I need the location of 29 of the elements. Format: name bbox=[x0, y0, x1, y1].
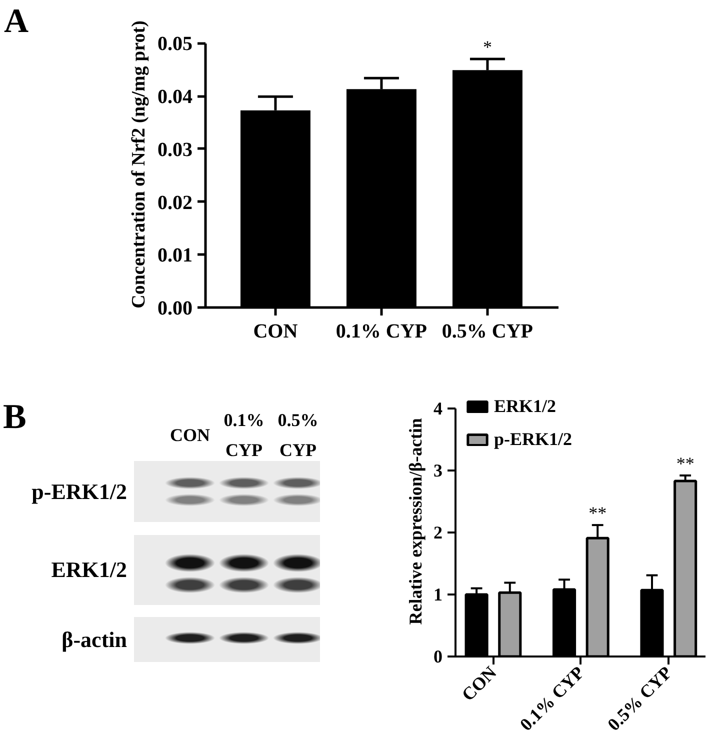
y-tick-label: 4 bbox=[434, 398, 442, 418]
category-label: ERK1/2 bbox=[51, 557, 127, 582]
y-tick-label: 0.03 bbox=[158, 138, 192, 161]
y-axis-title: Relative expression/β-actin bbox=[406, 418, 426, 625]
x-tick-label: 0.5% CYP bbox=[442, 320, 534, 342]
y-tick-label: 2 bbox=[434, 522, 442, 542]
y-tick-label: 0.04 bbox=[158, 86, 192, 108]
annotation: * bbox=[482, 37, 492, 58]
x-tick-label: CON bbox=[253, 320, 298, 342]
y-tick-label: 0.05 bbox=[158, 33, 192, 56]
y-tick-label: 0 bbox=[434, 646, 442, 666]
data-label: ** bbox=[676, 453, 694, 474]
category-label: 0.1% CYP bbox=[222, 409, 266, 462]
legend-label: p-ERK1/2 bbox=[494, 429, 572, 450]
y-tick-label: 1 bbox=[434, 584, 442, 604]
category-label: p-ERK1/2 bbox=[32, 479, 127, 504]
category-label: 0.5% CYP bbox=[276, 409, 320, 462]
text: B bbox=[3, 397, 26, 437]
data-label: ** bbox=[588, 503, 607, 524]
y-axis-title: Concentration of Nrf2 (ng/mg prot) bbox=[128, 20, 150, 308]
category-label: β-actin bbox=[62, 627, 127, 652]
x-tick-label: 0.1% CYP bbox=[336, 320, 428, 342]
chart-title: A bbox=[4, 2, 29, 42]
category-label: CON bbox=[169, 424, 211, 447]
y-tick-label: 3 bbox=[434, 460, 442, 480]
y-tick-label: 0.02 bbox=[158, 192, 192, 214]
y-tick-label: 0.00 bbox=[158, 298, 192, 320]
legend-label: ERK1/2 bbox=[494, 396, 556, 417]
y-tick-label: 0.01 bbox=[158, 244, 192, 267]
